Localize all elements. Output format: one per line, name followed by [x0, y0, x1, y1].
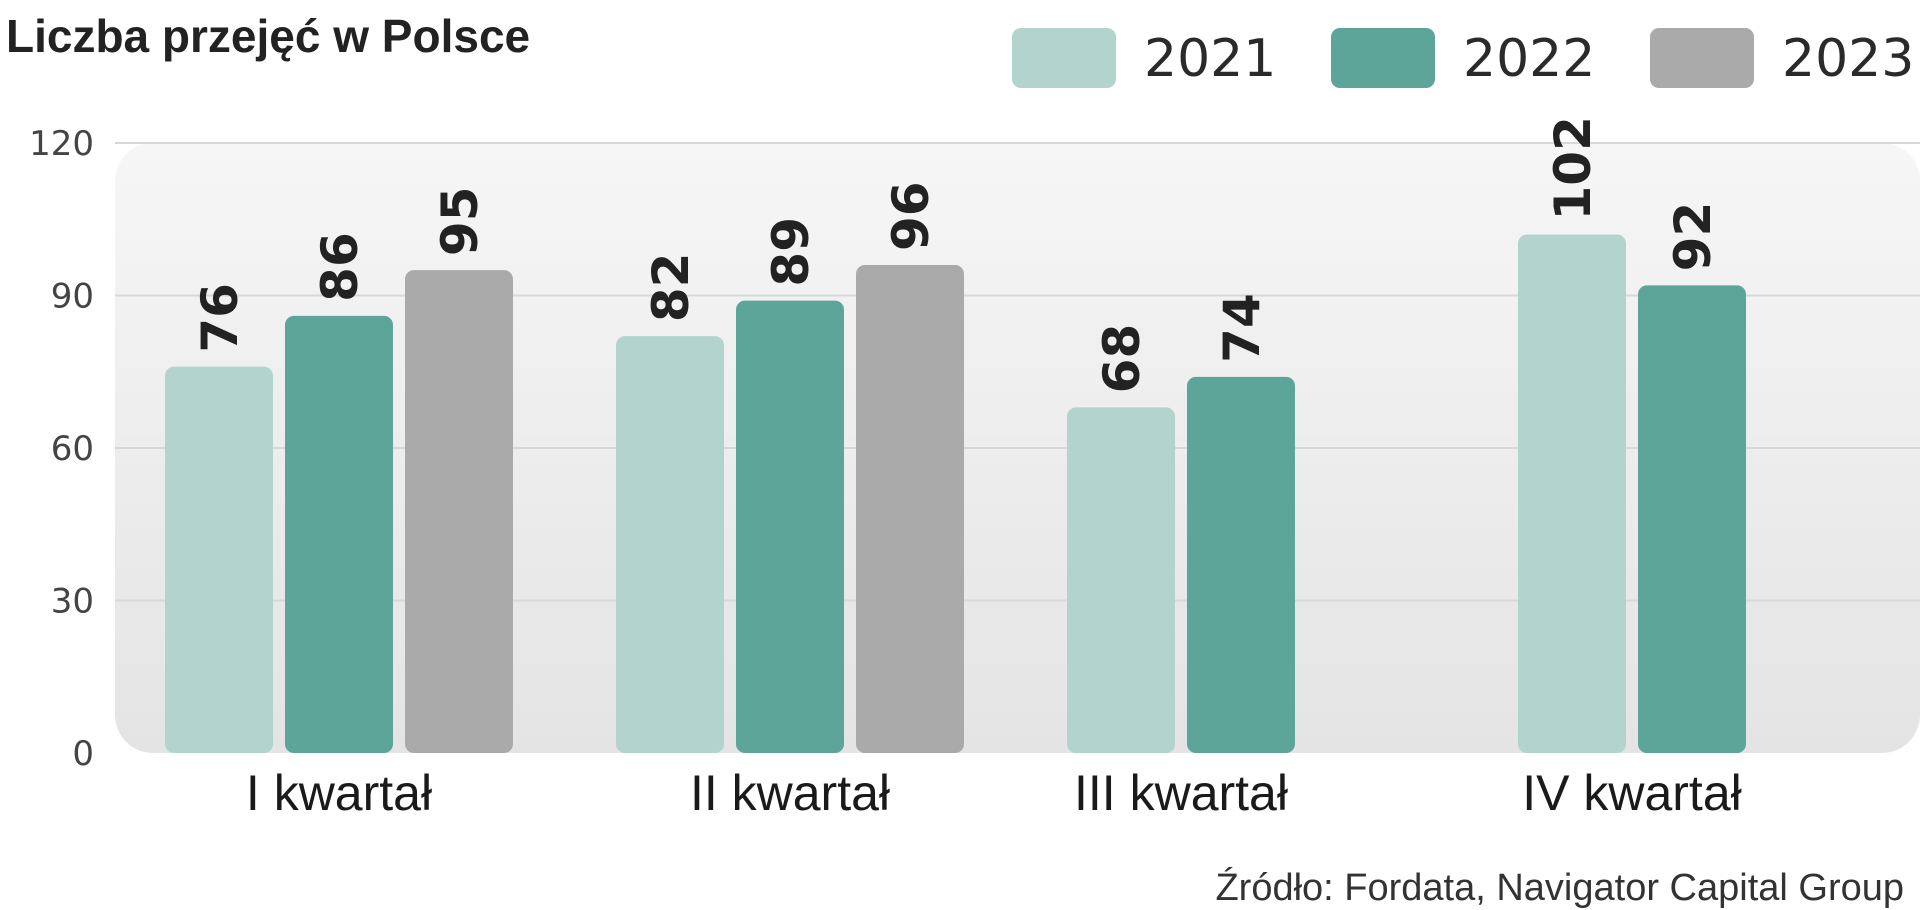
legend-swatch-2023: [1650, 28, 1754, 88]
bar-2022: [285, 315, 393, 753]
legend-label-2023: 2023: [1782, 29, 1914, 89]
x-axis: I kwartał II kwartał III kwartał IV kwartał: [246, 765, 1742, 821]
y-axis: 0 30 60 90 120: [29, 124, 94, 774]
bar-2022: [1638, 285, 1746, 753]
legend: 2021 2022 2023: [1012, 28, 1914, 89]
legend-swatch-2022: [1331, 28, 1435, 88]
bar-2022: [736, 300, 844, 753]
value-label: 89: [762, 217, 820, 287]
category-label: IV kwartał: [1522, 765, 1742, 821]
y-tick-label: 60: [51, 429, 94, 469]
legend-label-2021: 2021: [1144, 29, 1276, 89]
legend-label-2022: 2022: [1463, 29, 1595, 89]
value-label: 92: [1664, 202, 1722, 272]
y-tick-label: 0: [72, 734, 94, 774]
y-tick-label: 120: [29, 124, 94, 164]
category-label: III kwartał: [1074, 765, 1288, 821]
category-label: II kwartał: [690, 765, 890, 821]
value-label: 102: [1544, 116, 1602, 220]
bar-2023: [856, 265, 964, 753]
bar-2021: [616, 336, 724, 753]
bar-2021: [165, 366, 273, 753]
y-tick-label: 30: [51, 582, 94, 622]
source-note: Źródło: Fordata, Navigator Capital Group: [1215, 866, 1904, 909]
value-label: 86: [311, 232, 369, 302]
y-tick-label: 90: [51, 277, 94, 317]
value-label: 74: [1213, 293, 1271, 363]
value-label: 68: [1093, 324, 1151, 394]
value-label: 95: [431, 186, 489, 256]
value-label: 96: [882, 181, 940, 251]
value-labels: 76 86 95 82 89 96 68 74 102 92: [191, 116, 1722, 393]
bar-2022: [1187, 376, 1295, 753]
legend-swatch-2021: [1012, 28, 1116, 88]
value-label: 76: [191, 283, 249, 353]
bar-2023: [405, 270, 513, 753]
bars: [165, 234, 1746, 753]
chart-title: Liczba przejęć w Polsce: [6, 10, 530, 62]
category-label: I kwartał: [246, 765, 432, 821]
bar-2021: [1518, 234, 1626, 753]
bar-2021: [1067, 407, 1175, 753]
value-label: 82: [642, 253, 700, 323]
